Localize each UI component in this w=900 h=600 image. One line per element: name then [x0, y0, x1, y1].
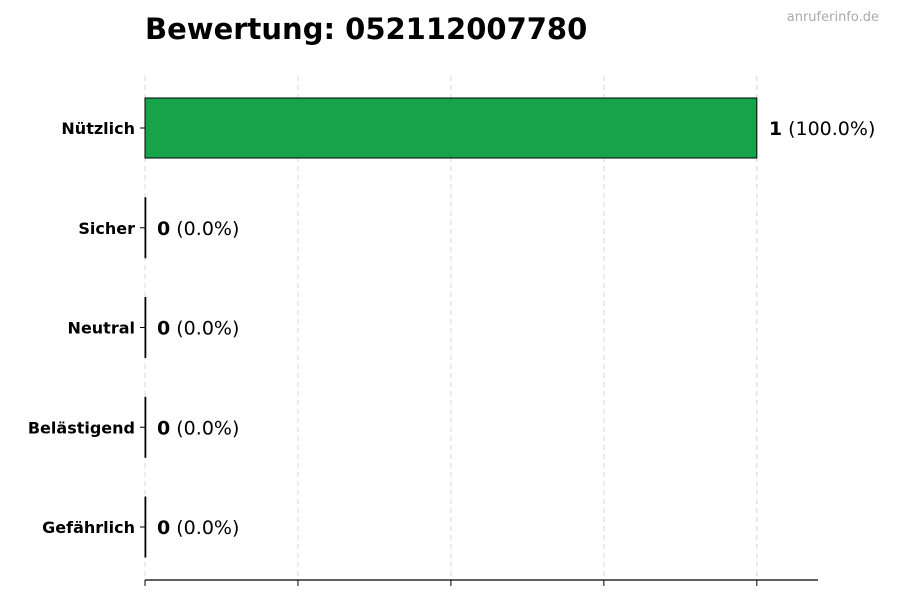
value-percent: (0.0%): [170, 318, 239, 340]
value-label: 0 (0.0%): [157, 318, 239, 340]
chart-title: Bewertung: 052112007780: [145, 12, 588, 46]
bar: [144, 496, 147, 558]
value-count: 0: [157, 417, 170, 439]
value-label: 0 (0.0%): [157, 417, 239, 439]
category-label: Nützlich: [61, 119, 135, 138]
watermark: anruferinfo.de: [786, 10, 879, 25]
value-percent: (100.0%): [782, 118, 875, 140]
category-label: Gefährlich: [42, 518, 135, 537]
bar: [144, 396, 147, 458]
value-percent: (0.0%): [170, 417, 239, 439]
category-label: Neutral: [68, 319, 135, 338]
value-count: 0: [157, 318, 170, 340]
bar: [144, 197, 147, 259]
value-count: 0: [157, 218, 170, 240]
value-label: 0 (0.0%): [157, 517, 239, 539]
value-count: 0: [157, 517, 170, 539]
value-count: 1: [769, 118, 782, 140]
value-percent: (0.0%): [170, 218, 239, 240]
value-label: 0 (0.0%): [157, 218, 239, 240]
value-label: 1 (100.0%): [769, 118, 876, 140]
category-label: Sicher: [78, 219, 135, 238]
bar: [144, 97, 758, 159]
bar: [144, 297, 147, 358]
category-label: Belästigend: [28, 418, 135, 437]
value-percent: (0.0%): [170, 517, 239, 539]
